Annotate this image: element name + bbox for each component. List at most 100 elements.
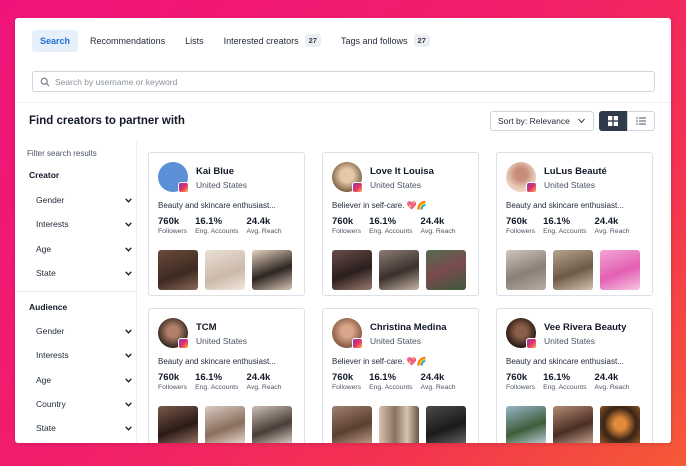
creator-stats: 760k Followers 16.1% Eng. Accounts 24.4k Av… [158,372,303,392]
post-thumbnail[interactable] [506,250,546,290]
followers-label: Followers [158,384,188,391]
creator-card[interactable]: Vee Rivera Beauty United States Beauty a… [496,308,653,443]
creator-location: United States [370,336,422,346]
followers-label: Followers [332,384,362,391]
creator-name: TCM [196,322,217,333]
reach-value: 24.4k [594,372,619,383]
reach-value: 24.4k [246,216,271,227]
creator-card[interactable]: LuLus Beauté United States Beauty and sk… [496,152,653,296]
instagram-icon [178,182,189,193]
post-thumbnail[interactable] [332,250,372,290]
filter-audience-state[interactable]: State [36,423,132,433]
grid-view-button[interactable] [599,111,627,131]
filter-audience-interests[interactable]: Interests [36,350,132,360]
creator-name: Christina Medina [370,322,447,333]
engagement-label: Eng. Accounts [369,228,413,235]
creator-bio: Believer in self-care. 💖🌈 [332,201,427,210]
creator-card[interactable]: Love It Louisa United States Believer in… [322,152,479,296]
audience-section-heading: Audience [29,302,68,312]
creator-location: United States [370,180,422,190]
instagram-icon [178,338,189,349]
post-thumbnail[interactable] [426,406,466,443]
reach-label: Avg. Reach [420,384,456,391]
engagement-label: Eng. Accounts [543,384,587,391]
count-badge: 27 [304,34,321,47]
filter-creator-interests[interactable]: Interests [36,219,132,229]
post-thumbnail[interactable] [506,406,546,443]
creator-location: United States [544,180,596,190]
creator-stats: 760k Followers 16.1% Eng. Accounts 24.4k Av… [332,216,477,236]
engagement-label: Eng. Accounts [543,228,587,235]
post-thumbnail[interactable] [600,406,640,443]
list-view-button[interactable] [627,111,655,131]
post-thumbnail[interactable] [553,406,593,443]
post-thumbnail[interactable] [158,250,198,290]
post-thumbnail[interactable] [379,406,419,443]
instagram-icon [526,338,537,349]
chevron-down-icon [125,328,132,334]
divider [15,102,671,103]
creator-location: United States [196,336,248,346]
followers-value: 760k [158,216,180,227]
followers-label: Followers [158,228,188,235]
creator-card[interactable]: Kai Blue United States Beauty and skinca… [148,152,305,296]
creator-bio: Believer in self-care. 💖🌈 [332,357,427,366]
chevron-down-icon [125,246,132,252]
creator-stats: 760k Followers 16.1% Eng. Accounts 24.4k Av… [332,372,477,392]
reach-label: Avg. Reach [594,384,630,391]
engagement-value: 16.1% [195,216,223,227]
filter-label: Interests [36,350,69,360]
creator-bio: Beauty and skincare enthusiast... [158,357,276,366]
followers-value: 760k [332,372,354,383]
followers-value: 760k [506,216,528,227]
chevron-down-icon [125,197,132,203]
post-thumbnail[interactable] [252,250,292,290]
post-thumbnail[interactable] [252,406,292,443]
tab-lists[interactable]: Lists [177,30,212,52]
filter-creator-age[interactable]: Age [36,244,132,254]
post-thumbnails [506,250,640,290]
sort-dropdown[interactable]: Sort by: Relevance [490,111,594,131]
post-thumbnail[interactable] [332,406,372,443]
filter-creator-gender[interactable]: Gender [36,195,132,205]
creator-card[interactable]: Christina Medina United States Believer … [322,308,479,443]
filter-label: Gender [36,326,65,336]
post-thumbnail[interactable] [379,250,419,290]
post-thumbnails [506,406,640,443]
filter-audience-gender[interactable]: Gender [36,326,132,336]
search-box [32,71,655,92]
filter-audience-age[interactable]: Age [36,375,132,385]
instagram-icon [526,182,537,193]
post-thumbnail[interactable] [426,250,466,290]
post-thumbnail[interactable] [158,406,198,443]
filter-label: Age [36,244,52,254]
creator-card[interactable]: TCM United States Beauty and skincare en… [148,308,305,443]
tab-interested-creators[interactable]: Interested creators 27 [216,30,329,52]
engagement-label: Eng. Accounts [369,384,413,391]
post-thumbnail[interactable] [205,250,245,290]
post-thumbnails [158,406,292,443]
post-thumbnail[interactable] [553,250,593,290]
filter-creator-state[interactable]: State [36,268,132,278]
post-thumbnail[interactable] [205,406,245,443]
tab-tags-and-follows[interactable]: Tags and follows 27 [333,30,438,52]
post-thumbnail[interactable] [600,250,640,290]
reach-value: 24.4k [246,372,271,383]
engagement-label: Eng. Accounts [195,228,239,235]
chevron-down-icon [125,221,132,227]
reach-value: 24.4k [594,216,619,227]
chevron-down-icon [125,270,132,276]
chevron-down-icon [125,377,132,383]
tab-recommendations[interactable]: Recommendations [82,30,173,52]
tab-bar: Search Recommendations Lists Interested … [15,18,671,63]
tab-search[interactable]: Search [32,29,79,52]
filter-audience-country[interactable]: Country [36,399,132,409]
creator-name: Vee Rivera Beauty [544,322,627,333]
search-input[interactable] [55,76,635,87]
creator-stats: 760k Followers 16.1% Eng. Accounts 24.4k Av… [506,216,651,236]
creator-location: United States [544,336,596,346]
list-icon [636,117,646,125]
engagement-value: 16.1% [543,372,571,383]
tab-label: Search [40,35,71,46]
grid-icon [608,116,618,126]
